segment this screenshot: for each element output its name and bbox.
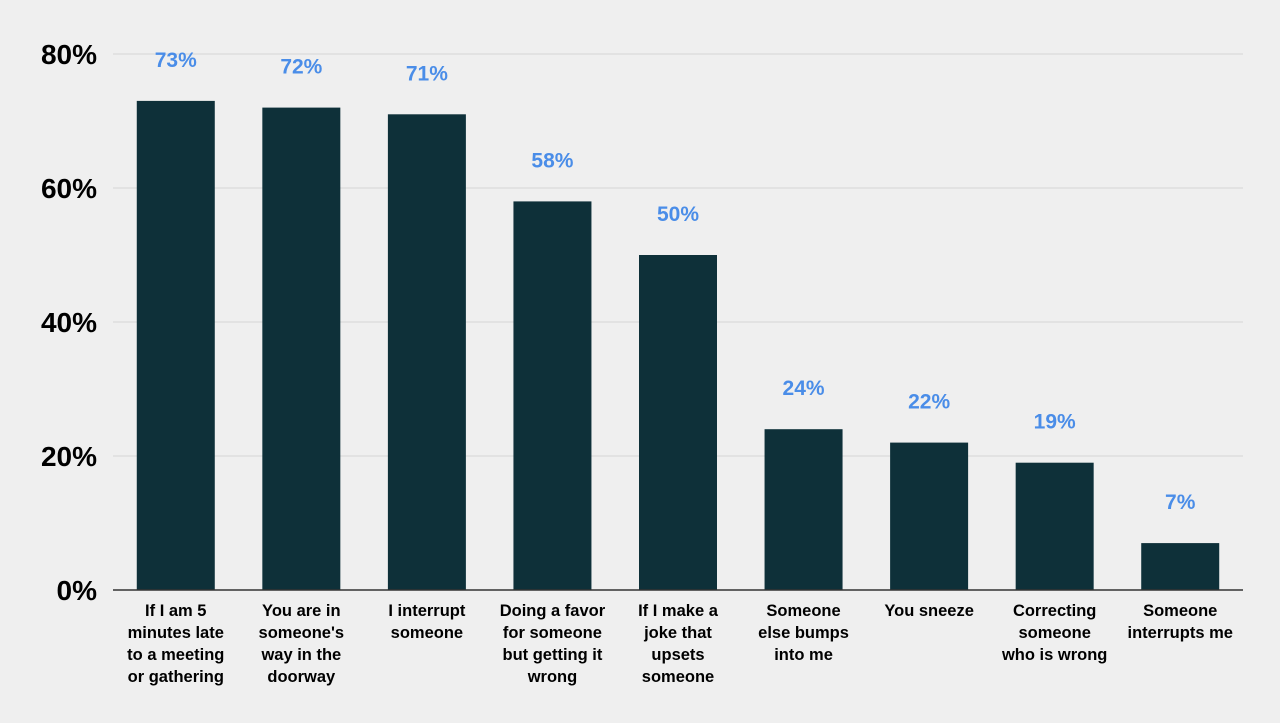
data-label: 19% xyxy=(1034,411,1076,434)
bar xyxy=(262,107,341,590)
x-tick-label: You are in someone's way in the doorway xyxy=(259,602,345,686)
y-tick-label: 80% xyxy=(41,39,97,70)
x-tick-label-line: You sneeze xyxy=(884,602,974,620)
data-label: 24% xyxy=(783,377,825,400)
bar xyxy=(513,201,592,590)
y-tick-label: 20% xyxy=(41,441,97,472)
bar xyxy=(764,429,843,590)
x-tick-label: Correcting someone who is wrong xyxy=(1001,602,1107,664)
data-label: 7% xyxy=(1165,491,1196,514)
x-tick-label-line: who is wrong xyxy=(1001,646,1107,664)
x-tick-label-line: to a meeting xyxy=(127,646,224,664)
bar xyxy=(136,100,215,591)
x-tick-label-line: but getting it xyxy=(502,646,602,664)
x-tick-label-line: Someone xyxy=(766,602,840,620)
x-tick-label: If I make a joke that upsets someone xyxy=(638,602,719,686)
x-tick-label-line: someone's xyxy=(259,624,345,642)
x-tick-label-line: or gathering xyxy=(128,668,224,686)
x-tick-label-line: someone xyxy=(391,624,463,642)
y-tick-label: 0% xyxy=(57,575,98,606)
x-tick-label: If I am 5 minutes late to a meeting or gath… xyxy=(127,602,224,686)
x-tick-label-line: I interrupt xyxy=(388,602,466,620)
category-labels: If I am 5 minutes late to a meeting or gath… xyxy=(127,602,1233,686)
data-label: 50% xyxy=(657,203,699,226)
y-tick-label: 40% xyxy=(41,307,97,338)
data-label: 72% xyxy=(280,56,322,79)
x-tick-label-line: someone xyxy=(1018,624,1090,642)
y-axis-ticks: 0% 20% 40% 60% 80% xyxy=(41,39,97,606)
x-tick-label-line: Someone xyxy=(1143,602,1217,620)
bar xyxy=(639,255,717,590)
value-labels: 73% 72% 71% 58% 50% 24% 22% 19% 7% xyxy=(155,49,1196,514)
bar xyxy=(890,442,969,590)
data-label: 58% xyxy=(531,149,573,172)
x-tick-label-line: someone xyxy=(642,668,714,686)
x-tick-label-line: If I make a xyxy=(638,602,719,620)
x-tick-label-line: wrong xyxy=(527,668,578,686)
x-tick-label-line: If I am 5 xyxy=(145,602,206,620)
x-tick-label: You sneeze xyxy=(884,602,974,620)
data-label: 22% xyxy=(908,391,950,414)
data-label: 73% xyxy=(155,49,197,72)
x-tick-label-line: interrupts me xyxy=(1128,624,1233,642)
x-tick-label: I interrupt someone xyxy=(388,602,466,642)
x-tick-label-line: upsets xyxy=(651,646,704,664)
bar xyxy=(387,114,466,591)
x-tick-label: Doing a favor for someone but getting it wr… xyxy=(500,602,606,686)
x-tick-label-line: doorway xyxy=(267,668,336,686)
x-tick-label-line: for someone xyxy=(503,624,602,642)
x-tick-label: Someone else bumps into me xyxy=(758,602,849,664)
data-label: 71% xyxy=(406,62,448,85)
bar xyxy=(1015,462,1094,590)
x-tick-label-line: minutes late xyxy=(128,624,224,642)
y-tick-label: 60% xyxy=(41,173,97,204)
x-tick-label-line: else bumps xyxy=(758,624,849,642)
x-tick-label-line: You are in xyxy=(262,602,341,620)
bars xyxy=(136,100,1220,591)
x-tick-label-line: Correcting xyxy=(1013,602,1096,620)
x-tick-label-line: into me xyxy=(774,646,833,664)
bar xyxy=(1141,543,1220,590)
x-tick-label-line: way in the xyxy=(260,646,341,664)
x-tick-label: Someone interrupts me xyxy=(1128,602,1233,642)
x-tick-label-line: joke that xyxy=(643,624,712,642)
x-tick-label-line: Doing a favor xyxy=(500,602,606,620)
